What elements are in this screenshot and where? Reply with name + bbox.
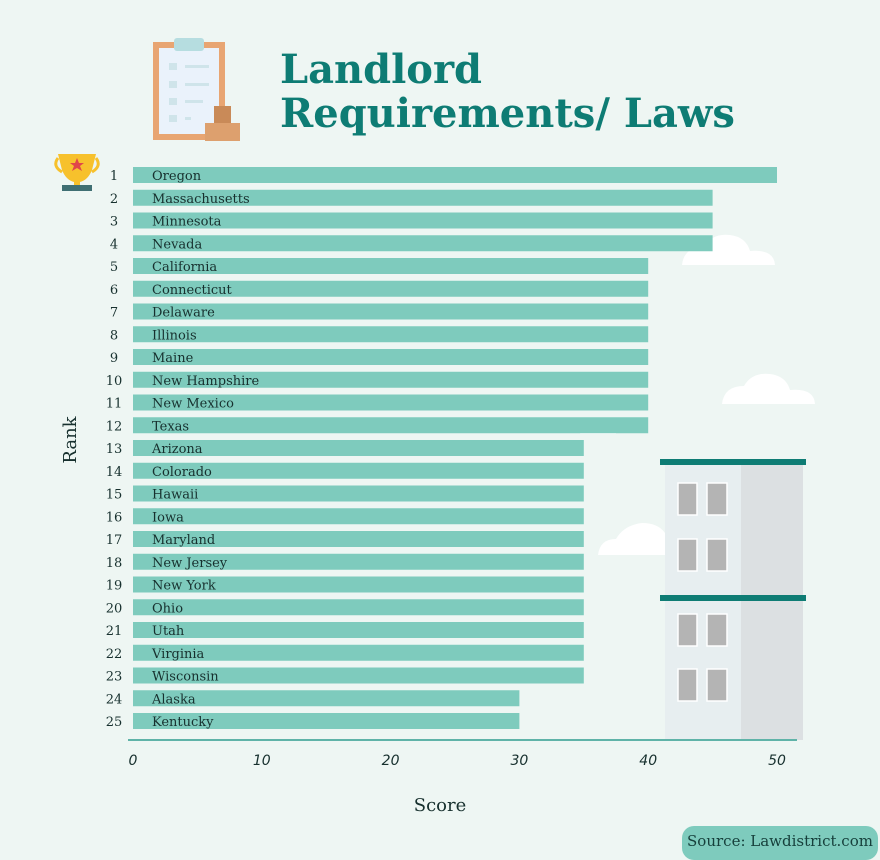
- rank-label: 4: [110, 237, 118, 252]
- x-tick-label: 50: [768, 753, 786, 769]
- state-label: Utah: [152, 624, 185, 639]
- rank-label: 15: [106, 488, 123, 503]
- rank-label: 9: [110, 351, 118, 366]
- x-tick-label: 20: [382, 753, 400, 769]
- rank-label: 5: [110, 260, 118, 275]
- rank-label: 22: [106, 647, 123, 662]
- rank-label: 18: [106, 556, 123, 571]
- state-label: Nevada: [152, 237, 202, 252]
- bar: [133, 349, 649, 365]
- rank-label: 17: [106, 533, 123, 548]
- state-label: Arizona: [151, 442, 203, 457]
- bar: [133, 189, 713, 206]
- rank-label: 12: [106, 419, 123, 434]
- state-label: Kentucky: [152, 715, 214, 730]
- bar: [133, 576, 584, 593]
- source-badge: Source: Lawdistrict.com: [682, 826, 878, 860]
- bar: [133, 667, 584, 684]
- state-label: Hawaii: [152, 488, 198, 503]
- bar: [133, 417, 649, 434]
- state-label: Illinois: [152, 328, 197, 343]
- rank-label: 2: [110, 192, 118, 207]
- page-title: Landlord Requirements/ Laws: [280, 46, 735, 137]
- state-label: New Mexico: [152, 397, 234, 412]
- bar: [133, 622, 584, 638]
- state-label: California: [152, 260, 217, 275]
- bar: [133, 235, 713, 252]
- state-label: Connecticut: [152, 283, 233, 298]
- bar: [133, 508, 584, 525]
- state-label: Virginia: [151, 647, 205, 662]
- rank-label: 23: [106, 670, 123, 685]
- bar: [133, 462, 584, 479]
- rank-label: 1: [110, 169, 118, 184]
- x-tick-label: 40: [639, 753, 657, 769]
- building-icon: [660, 459, 806, 740]
- rank-label: 16: [106, 510, 123, 525]
- state-label: Delaware: [152, 306, 215, 321]
- trophy-icon: [54, 154, 100, 191]
- bar: [133, 690, 520, 707]
- state-label: Iowa: [152, 510, 184, 525]
- bar: [133, 258, 649, 274]
- clipboard-icon: [153, 38, 240, 141]
- state-label: Oregon: [152, 169, 202, 184]
- rank-label: 11: [106, 397, 123, 412]
- bar: [133, 644, 584, 661]
- state-label: Minnesota: [152, 215, 222, 230]
- x-tick-label: 30: [510, 753, 528, 769]
- bar: [133, 326, 649, 343]
- state-label: New Hampshire: [152, 374, 259, 389]
- rank-label: 24: [106, 692, 123, 707]
- state-label: Texas: [152, 419, 189, 434]
- x-tick-label: 0: [129, 753, 138, 769]
- bar: [133, 303, 649, 320]
- rank-label: 10: [106, 374, 123, 389]
- state-label: Ohio: [152, 601, 183, 616]
- state-label: Alaska: [151, 692, 196, 707]
- bar: [133, 531, 584, 547]
- bar: [133, 280, 649, 297]
- state-label: Wisconsin: [152, 670, 219, 685]
- rank-label: 13: [106, 442, 123, 457]
- bar: [133, 371, 649, 388]
- rank-label: 21: [106, 624, 123, 639]
- bar: [133, 713, 520, 729]
- rank-label: 19: [106, 579, 123, 594]
- rank-label: 25: [106, 715, 123, 730]
- bar: [133, 394, 649, 411]
- rank-label: 8: [110, 328, 118, 343]
- state-label: New York: [152, 579, 216, 594]
- y-axis-label: Rank: [60, 415, 81, 463]
- bar: [133, 599, 584, 616]
- bar: [133, 440, 584, 456]
- rank-label: 3: [110, 215, 118, 230]
- state-label: Colorado: [152, 465, 212, 480]
- state-label: Maryland: [152, 533, 215, 548]
- state-label: Maine: [152, 351, 194, 366]
- state-label: New Jersey: [152, 556, 228, 571]
- rank-label: 6: [110, 283, 118, 298]
- rank-label: 7: [110, 306, 118, 321]
- bar: [133, 167, 777, 183]
- state-label: Massachusetts: [152, 192, 250, 207]
- bar: [133, 212, 713, 229]
- rank-label: 20: [106, 601, 123, 616]
- x-tick-label: 10: [253, 753, 271, 769]
- x-axis-label: Score: [414, 795, 467, 816]
- bar: [133, 553, 584, 570]
- rank-label: 14: [106, 465, 123, 480]
- bar: [133, 485, 584, 502]
